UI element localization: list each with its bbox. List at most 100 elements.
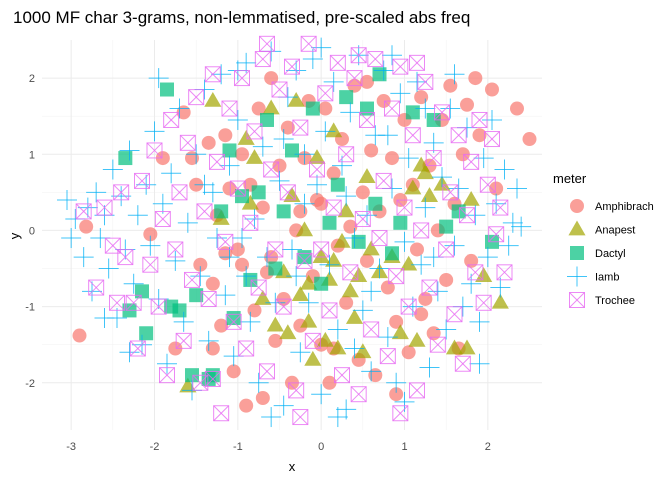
point-anapest: [316, 331, 334, 347]
point-iamb: [377, 125, 398, 146]
point-anapest: [308, 149, 326, 164]
x-tick-label: 1: [401, 441, 407, 453]
point-trochee: [221, 100, 238, 117]
point-iamb: [344, 338, 365, 359]
point-anapest: [245, 149, 264, 164]
point-iamb: [144, 121, 165, 142]
point-amphibrach: [218, 128, 233, 143]
point-iamb: [236, 52, 257, 73]
point-anapest: [408, 331, 426, 347]
point-amphibrach: [239, 398, 254, 413]
point-trochee: [325, 199, 342, 216]
point-iamb: [327, 407, 348, 428]
point-amphibrach: [443, 78, 458, 93]
point-amphibrach: [214, 318, 229, 333]
point-dactyl: [330, 177, 345, 192]
point-anapest: [312, 248, 330, 263]
point-trochee: [150, 298, 167, 315]
point-dactyl: [305, 101, 320, 116]
point-trochee: [475, 294, 492, 311]
point-iamb: [286, 266, 307, 287]
point-amphibrach: [264, 71, 279, 86]
point-iamb: [336, 399, 357, 420]
point-trochee: [246, 123, 263, 140]
point-iamb: [319, 254, 340, 275]
point-dactyl: [426, 112, 441, 127]
point-iamb: [498, 235, 519, 256]
point-iamb: [161, 163, 182, 184]
point-iamb: [219, 155, 240, 176]
point-iamb: [219, 247, 240, 268]
point-dactyl: [314, 276, 329, 291]
point-iamb: [340, 102, 361, 123]
point-trochee: [113, 184, 130, 201]
point-anapest: [262, 99, 280, 115]
point-amphibrach: [326, 166, 341, 181]
point-iamb: [294, 193, 315, 214]
point-iamb: [194, 174, 215, 195]
point-iamb: [119, 342, 140, 363]
point-iamb: [440, 98, 461, 119]
point-iamb: [482, 109, 502, 130]
point-anapest: [345, 309, 364, 324]
point-dactyl: [285, 143, 299, 158]
legend-key-anapest: [568, 220, 586, 236]
point-trochee: [438, 241, 455, 258]
point-iamb: [269, 170, 290, 191]
point-amphibrach: [339, 295, 354, 310]
point-trochee: [350, 386, 367, 403]
point-iamb: [344, 228, 365, 249]
point-amphibrach: [360, 74, 374, 89]
y-tick-label: 1: [29, 149, 35, 161]
point-iamb: [494, 159, 515, 180]
point-iamb: [252, 136, 273, 157]
point-dactyl: [276, 204, 291, 219]
point-dactyl: [385, 246, 399, 261]
point-anapest: [291, 286, 309, 302]
chart-title: 1000 MF char 3-grams, non-lemmatised, pr…: [13, 8, 470, 27]
legend-key-dactyl: [570, 246, 584, 260]
point-iamb: [377, 327, 398, 348]
point-trochee: [413, 222, 430, 239]
point-amphibrach: [472, 128, 487, 143]
point-amphibrach: [247, 303, 262, 318]
point-trochee: [263, 161, 280, 178]
point-iamb: [86, 182, 107, 203]
point-iamb: [294, 144, 315, 165]
point-iamb: [73, 247, 94, 268]
point-dactyl: [222, 143, 237, 158]
point-amphibrach: [155, 151, 170, 166]
point-dactyl: [172, 303, 187, 318]
point-anapest: [287, 91, 305, 107]
point-trochee: [421, 279, 438, 296]
point-iamb: [98, 258, 119, 279]
x-tick-label: -1: [233, 441, 243, 453]
point-amphibrach: [368, 368, 383, 383]
point-anapest: [445, 339, 464, 355]
point-iamb: [502, 212, 523, 233]
y-axis-title: y: [7, 232, 22, 239]
y-tick-labels: -2 -1 0 1 2: [25, 73, 35, 390]
point-iamb: [444, 64, 465, 85]
point-iamb: [444, 235, 465, 256]
point-dactyl: [260, 112, 274, 127]
point-amphibrach: [360, 253, 374, 268]
point-iamb: [315, 121, 336, 142]
legend-title: meter: [553, 171, 587, 186]
point-iamb: [490, 277, 511, 298]
point-trochee: [317, 85, 334, 102]
point-iamb: [411, 254, 432, 275]
point-trochee: [425, 150, 442, 167]
point-trochee: [434, 104, 450, 121]
point-trochee: [321, 302, 338, 319]
point-amphibrach: [522, 132, 537, 147]
point-trochee: [350, 47, 367, 64]
point-anapest: [404, 179, 422, 195]
x-tick-label: -3: [66, 441, 76, 453]
point-dactyl: [405, 105, 420, 120]
point-iamb: [202, 182, 223, 203]
point-trochee: [309, 161, 325, 178]
point-dactyl: [368, 196, 383, 211]
point-iamb: [398, 148, 419, 169]
point-amphibrach: [380, 280, 395, 295]
